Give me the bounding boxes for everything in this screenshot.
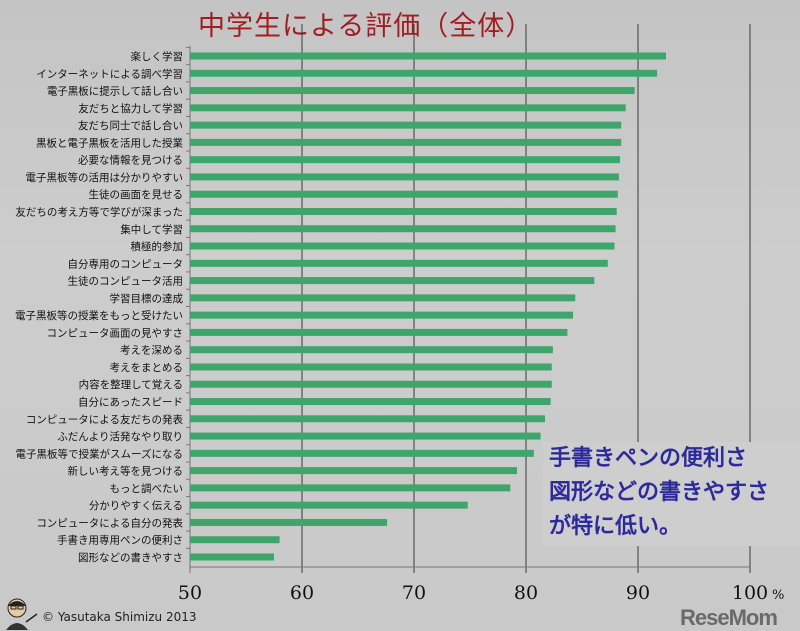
- presenter-icon: [6, 598, 38, 630]
- category-label: 友だちと協力して学習: [78, 102, 183, 115]
- category-label: 集中して学習: [120, 223, 183, 236]
- x-tick-label: 50: [178, 582, 202, 604]
- category-label: 学習目標の達成: [110, 292, 184, 305]
- category-label: 楽しく学習: [131, 50, 184, 63]
- category-label: 電子黒板等の授業をもっと受けたい: [15, 309, 183, 322]
- bar: [190, 518, 388, 526]
- annotation-line: 図形などの書きやすさ: [549, 480, 770, 505]
- category-label: 内容を整理して覚える: [79, 378, 183, 391]
- bar: [190, 121, 622, 129]
- category-label: コンピュータ画面の見やすさ: [47, 327, 184, 339]
- x-tick-label: 100: [732, 582, 768, 604]
- annotation-box: 手書きペンの便利さ 図形などの書きやすさ が特に低い。: [543, 442, 800, 546]
- annotation-line: 手書きペンの便利さ: [549, 446, 748, 471]
- annotation-line: が特に低い。: [549, 514, 682, 539]
- bar: [190, 69, 658, 77]
- category-label: もっと調べたい: [110, 482, 184, 495]
- bar: [190, 225, 616, 233]
- bar: [190, 398, 551, 406]
- bar: [190, 277, 595, 285]
- category-label: 分かりやすく伝える: [89, 500, 183, 512]
- bar: [190, 346, 553, 354]
- copyright-text: © Yasutaka Shimizu 2013: [42, 610, 197, 624]
- bar: [190, 311, 574, 319]
- category-label: 生徒の画面を見せる: [89, 188, 184, 201]
- category-label: 図形などの書きやすさ: [78, 551, 183, 564]
- bar: [190, 294, 576, 302]
- category-label: コンピュータによる友だちの発表: [26, 413, 184, 426]
- chart-title: 中学生による評価（全体）: [198, 11, 534, 42]
- bar: [190, 156, 621, 164]
- bar: [190, 432, 541, 440]
- bar: [190, 138, 622, 146]
- category-label: 積極的参加: [131, 240, 184, 253]
- watermark-logo: ReseMom: [680, 605, 778, 630]
- category-label: 新しい考え等を見つける: [68, 465, 184, 478]
- x-tick-label: 60: [290, 582, 314, 604]
- category-label: ふだんより活発なやり取り: [57, 430, 183, 443]
- category-label: インターネットによる調べ学習: [36, 67, 183, 80]
- category-label: 電子黒板に提示して話し合い: [47, 85, 183, 98]
- bar: [190, 259, 608, 267]
- bar: [190, 484, 511, 492]
- bar: [190, 536, 280, 544]
- bar: [190, 87, 635, 95]
- category-label: 自分にあったスピード: [78, 396, 183, 409]
- category-label: 考えを深める: [120, 345, 183, 357]
- x-tick-label: 90: [626, 582, 650, 604]
- x-tick-label: 80: [514, 582, 538, 604]
- bar: [190, 553, 274, 561]
- bar: [190, 380, 552, 388]
- category-label: 友だちの考え方等で学びが深まった: [15, 205, 183, 218]
- category-label: 必要な情報を見つける: [78, 154, 183, 167]
- category-label: 電子黒板等で授業がスムーズになる: [16, 447, 183, 460]
- bar: [190, 207, 617, 215]
- bar: [190, 328, 568, 336]
- bar: [190, 415, 546, 423]
- bar: [190, 190, 618, 198]
- bar: [190, 501, 468, 509]
- category-label: コンピュータによる自分の発表: [36, 516, 183, 529]
- bar: [190, 363, 552, 371]
- bar: [190, 242, 615, 250]
- bar: [190, 449, 534, 457]
- axis-unit: %: [772, 588, 785, 603]
- category-label: 考えをまとめる: [110, 362, 184, 374]
- bar: [190, 173, 619, 181]
- bar: [190, 52, 666, 60]
- bar: [190, 104, 626, 112]
- category-label: 自分専用のコンピュータ: [68, 257, 184, 270]
- category-label: 電子黒板等の活用は分かりやすい: [26, 171, 184, 184]
- category-label: 生徒のコンピュータ活用: [68, 275, 184, 288]
- bar: [190, 467, 518, 475]
- category-label: 黒板と電子黒板を活用した授業: [36, 136, 183, 149]
- x-tick-label: 70: [402, 582, 426, 604]
- category-label: 友だち同士で話し合い: [78, 119, 183, 132]
- category-label: 手書き用専用ペンの便利さ: [57, 534, 183, 547]
